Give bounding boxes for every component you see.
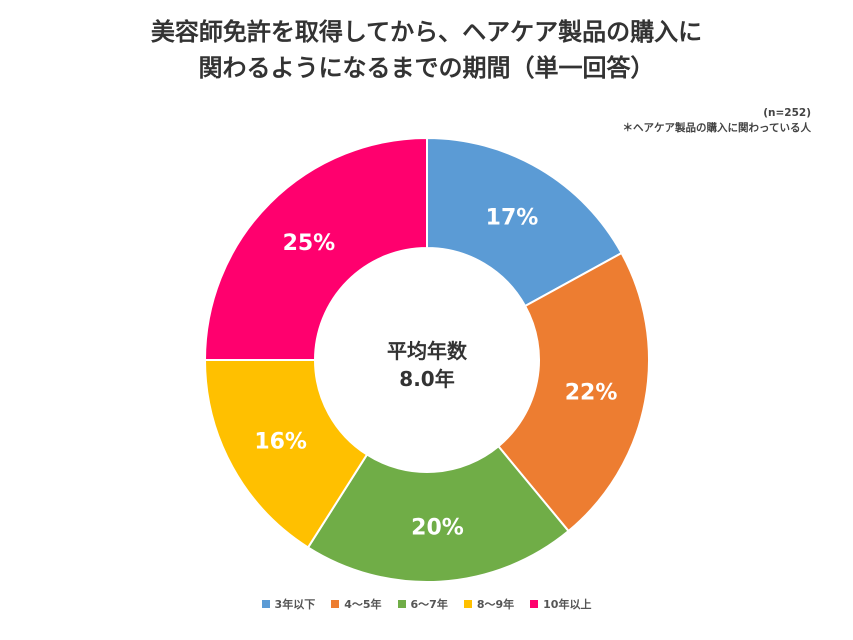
legend-item-3-years-or-less: 3年以下 <box>261 596 316 612</box>
legend-item-6-7-years: 6〜7年 <box>397 596 448 612</box>
legend-item-10-years-or-more: 10年以上 <box>530 596 591 612</box>
chart-title-line-1: 美容師免許を取得してから、ヘアケア製品の購入に <box>150 18 703 46</box>
legend-item-4-5-years: 4〜5年 <box>331 596 382 612</box>
donut-slice-10-years-or-more <box>203 136 428 361</box>
chart-title-line-2: 関わるようになるまでの期間（単一回答） <box>198 54 655 82</box>
sample-size-label: (n=252) <box>763 107 811 119</box>
donut-slice-4-5-years <box>496 251 650 533</box>
legend-item-8-9-years: 8〜9年 <box>463 596 515 612</box>
legend-label-4-5-years: 4〜5年 <box>344 598 382 611</box>
chart-legend: 3年以下 4〜5年 6〜7年 8〜9年 10年以上 <box>0 596 853 612</box>
legend-label-10-years-or-more: 10年以上 <box>543 598 592 611</box>
legend-label-6-7-years: 6〜7年 <box>410 598 448 611</box>
legend-swatch-8-9-years <box>463 600 472 608</box>
center-label-value: 8.0年 <box>399 367 454 391</box>
legend-swatch-4-5-years <box>331 600 340 608</box>
legend-swatch-3-years-or-less <box>261 600 270 608</box>
center-label-title: 平均年数 <box>387 339 468 363</box>
slice-label-10-years-or-more: 25% <box>283 231 336 256</box>
slice-label-8-9-years: 16% <box>254 429 307 454</box>
chart-note: (n=252) ＊ヘアケア製品の購入に関わっている人 <box>623 106 811 136</box>
legend-swatch-10-years-or-more <box>530 600 539 608</box>
slice-label-3-years-or-less: 17% <box>486 205 539 230</box>
legend-swatch-6-7-years <box>397 600 406 608</box>
footnote-label: ＊ヘアケア製品の購入に関わっている人 <box>622 122 811 134</box>
donut-slice-6-7-years <box>306 444 570 583</box>
donut-slice-8-9-years <box>203 359 369 549</box>
slice-label-6-7-years: 20% <box>411 516 464 541</box>
donut-slice-3-years-or-less <box>426 136 623 308</box>
slice-label-4-5-years: 22% <box>565 380 618 405</box>
legend-label-3-years-or-less: 3年以下 <box>274 598 316 611</box>
donut-slice-labels: 17% 22% 20% 16% 25% <box>254 205 617 540</box>
donut-slices <box>203 136 650 583</box>
legend-label-8-9-years: 8〜9年 <box>476 598 515 611</box>
chart-title: 美容師免許を取得してから、ヘアケア製品の購入に 関わるようになるまでの期間（単一… <box>0 14 853 86</box>
